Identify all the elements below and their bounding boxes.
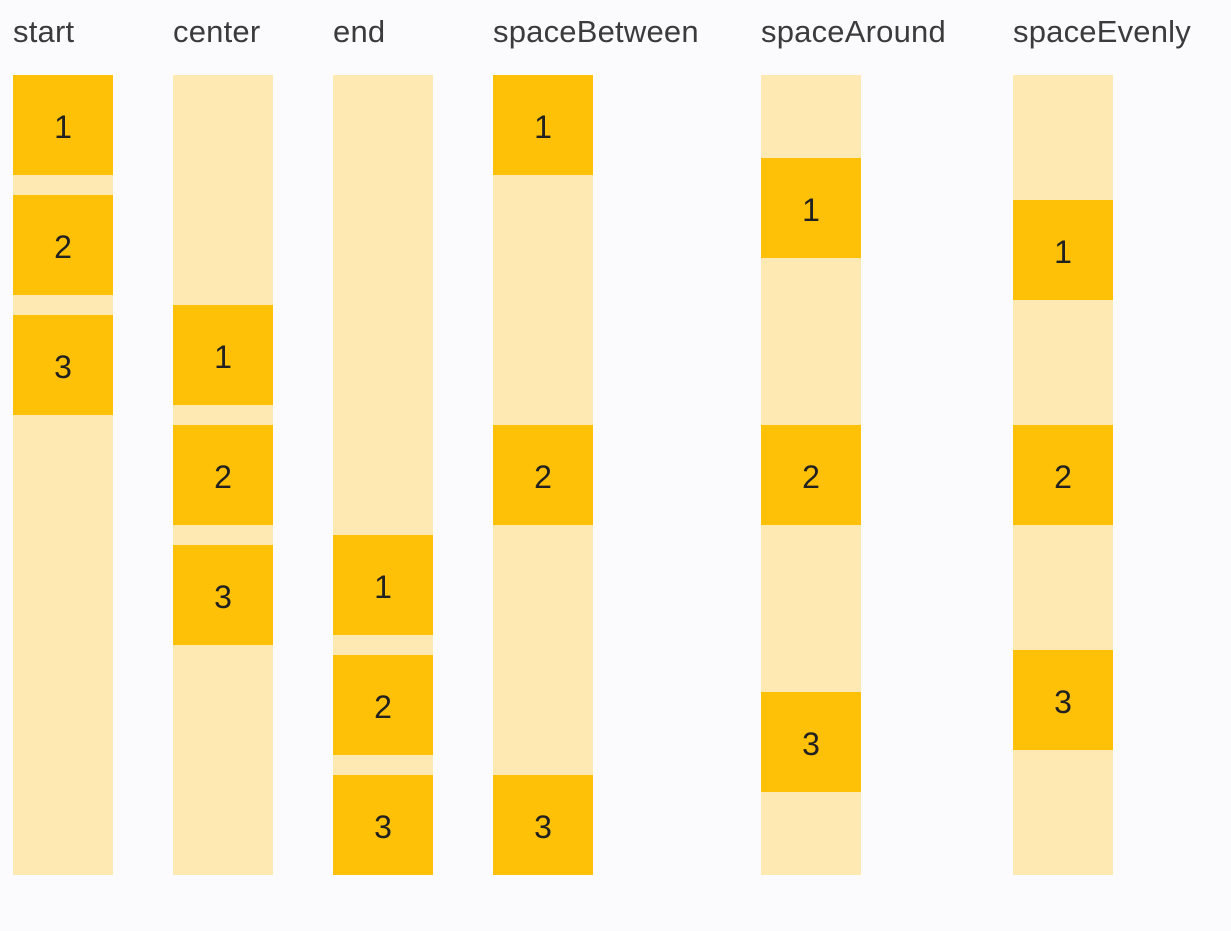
flex-container-track: 1 2 3 [761, 75, 861, 875]
flex-item-number: 2 [802, 458, 820, 495]
alignment-example-spaceEvenly: spaceEvenly 1 2 3 [1013, 0, 1191, 875]
alignment-example-spaceAround: spaceAround 1 2 3 [761, 0, 946, 875]
flex-item-number: 2 [54, 229, 72, 265]
alignment-example-end: end 1 2 3 [333, 0, 433, 875]
flex-container-track: 1 2 3 [333, 75, 433, 875]
alignment-example-center: center 1 2 3 [173, 0, 273, 875]
flex-item-number: 3 [802, 725, 820, 762]
flex-item-box: 1 [493, 75, 593, 175]
flex-item-number: 3 [54, 349, 72, 385]
flex-item-number: 2 [214, 459, 232, 495]
flex-item-number: 1 [802, 192, 820, 229]
flex-container-track: 1 2 3 [1013, 75, 1113, 875]
flex-item-box: 1 [761, 158, 861, 259]
flex-item-box: 1 [173, 305, 273, 405]
alignment-label: start [13, 14, 75, 49]
flex-item-box: 1 [13, 75, 113, 175]
alignment-label: spaceEvenly [1013, 14, 1191, 49]
flex-item-number: 1 [534, 109, 552, 145]
flex-item-box: 2 [13, 195, 113, 295]
flex-container-track: 1 2 3 [13, 75, 113, 875]
alignment-example-spaceBetween: spaceBetween 1 2 3 [493, 0, 699, 875]
flex-item-number: 2 [534, 459, 552, 495]
flex-item-number: 1 [1054, 234, 1072, 270]
flex-item-number: 2 [374, 689, 392, 725]
flex-item-number: 3 [214, 579, 232, 615]
flex-item-box: 2 [761, 424, 861, 525]
flex-item-box: 2 [333, 655, 433, 755]
flex-item-box: 2 [1013, 425, 1113, 525]
flex-item-box: 3 [493, 775, 593, 875]
flex-container-track: 1 2 3 [173, 75, 273, 875]
alignment-example-start: start 1 2 3 [13, 0, 113, 875]
flex-item-number: 1 [54, 109, 72, 145]
alignment-label: spaceBetween [493, 14, 699, 49]
flex-item-number: 3 [374, 809, 392, 845]
flex-container-track: 1 2 3 [493, 75, 593, 875]
flex-item-box: 3 [333, 775, 433, 875]
flex-item-number: 3 [1054, 684, 1072, 720]
flex-item-number: 2 [1054, 459, 1072, 495]
flex-item-box: 1 [333, 535, 433, 635]
flex-item-number: 1 [214, 339, 232, 375]
flex-item-box: 2 [493, 425, 593, 525]
flex-item-number: 3 [534, 809, 552, 845]
flex-item-box: 3 [761, 691, 861, 792]
flex-item-box: 1 [1013, 200, 1113, 300]
flex-item-box: 3 [1013, 650, 1113, 750]
alignment-label: center [173, 14, 261, 49]
alignment-label: end [333, 14, 386, 49]
flex-item-box: 3 [13, 315, 113, 415]
flex-item-number: 1 [374, 569, 392, 605]
flex-item-box: 3 [173, 545, 273, 645]
alignment-label: spaceAround [761, 14, 946, 49]
flex-item-box: 2 [173, 425, 273, 525]
